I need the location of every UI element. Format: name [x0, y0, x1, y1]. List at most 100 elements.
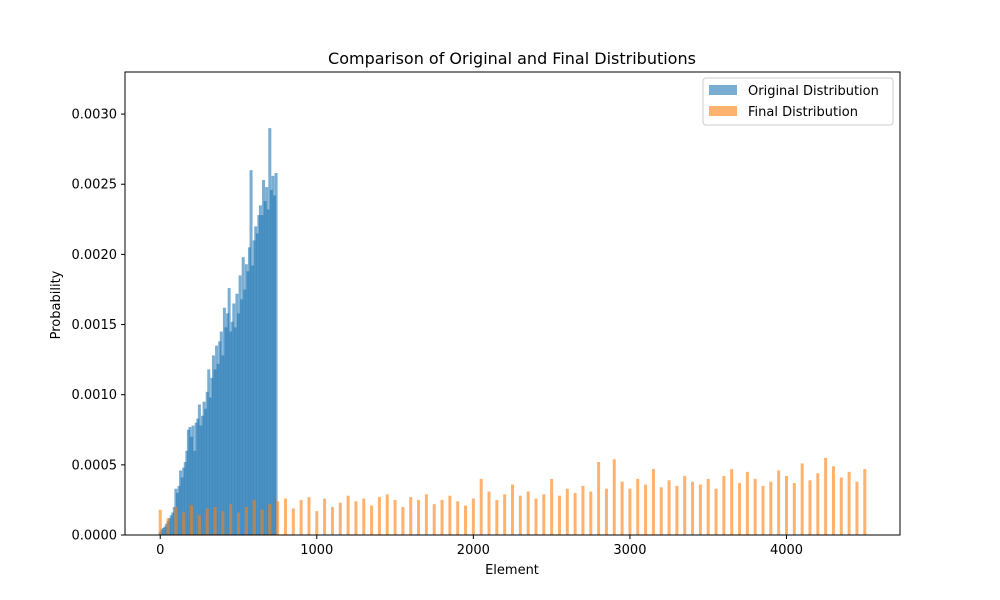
bar-final-0 — [158, 509, 162, 535]
bar-final-66 — [675, 485, 679, 535]
bar-final-29 — [385, 494, 389, 535]
bar-final-52 — [565, 488, 569, 535]
bar-original-32 — [208, 397, 212, 535]
bar-final-73 — [730, 469, 734, 535]
bar-final-48 — [534, 498, 538, 535]
bar-original-33 — [210, 377, 214, 535]
bar-final-49 — [542, 494, 546, 535]
bar-original-23 — [194, 422, 198, 535]
bar-original-65 — [260, 215, 264, 536]
bar-final-31 — [401, 506, 405, 535]
bar-final-70 — [706, 478, 710, 535]
x-tick-label-4: 4000 — [770, 543, 803, 558]
bar-final-53 — [573, 492, 577, 535]
bar-final-11 — [244, 506, 248, 535]
bar-final-87 — [839, 477, 843, 535]
bar-final-42 — [487, 491, 491, 535]
bar-final-72 — [722, 476, 726, 535]
bar-original-73 — [273, 195, 277, 535]
bar-final-64 — [659, 487, 663, 535]
bar-original-36 — [215, 345, 219, 535]
bar-final-4 — [190, 505, 194, 535]
bar-original-68 — [265, 187, 269, 536]
bar-final-27 — [370, 505, 374, 535]
y-axis-label: Probability — [49, 270, 64, 339]
y-tick-label-3: 0.0015 — [72, 318, 118, 333]
bar-final-75 — [745, 471, 749, 535]
bar-final-8 — [221, 511, 225, 535]
bar-final-40 — [471, 498, 475, 535]
bar-original-55 — [244, 264, 248, 535]
bar-final-9 — [229, 504, 233, 535]
bar-final-26 — [362, 498, 366, 535]
bar-original-48 — [233, 327, 237, 535]
bar-original-60 — [252, 240, 256, 536]
bar-original-26 — [199, 425, 203, 535]
bar-final-47 — [526, 491, 530, 535]
bar-final-86 — [831, 466, 835, 535]
bar-final-22 — [330, 506, 334, 535]
bar-original-71 — [269, 189, 273, 535]
legend-label-original: Original Distribution — [748, 84, 879, 99]
bar-final-82 — [800, 463, 804, 535]
bar-final-80 — [784, 476, 788, 535]
bar-original-2 — [161, 527, 165, 535]
bar-final-45 — [511, 484, 514, 535]
bar-original-42 — [224, 327, 228, 535]
bar-final-79 — [777, 470, 781, 535]
bar-final-90 — [863, 469, 867, 535]
bar-final-67 — [683, 476, 687, 535]
bar-final-58 — [612, 459, 616, 535]
bar-original-54 — [243, 289, 247, 535]
bar-final-18 — [299, 499, 303, 535]
bar-final-84 — [816, 473, 820, 535]
bar-final-41 — [479, 478, 483, 535]
bar-original-66 — [262, 180, 266, 535]
bar-original-53 — [241, 257, 245, 535]
bar-original-28 — [202, 401, 206, 535]
bar-final-32 — [409, 497, 413, 535]
bar-original-69 — [266, 209, 270, 535]
legend-swatch-final — [709, 106, 737, 116]
bar-final-15 — [276, 501, 280, 535]
bar-final-89 — [855, 481, 859, 535]
bar-final-24 — [346, 495, 350, 535]
y-tick-label-4: 0.0020 — [72, 248, 118, 263]
bar-original-56 — [246, 271, 250, 535]
bar-original-58 — [249, 170, 253, 535]
bar-final-57 — [604, 488, 608, 535]
bar-original-72 — [271, 175, 275, 535]
bar-original-11 — [175, 492, 179, 535]
bar-final-23 — [338, 502, 342, 535]
bar-original-8 — [171, 512, 175, 535]
bar-original-41 — [222, 307, 226, 535]
bar-original-61 — [254, 226, 258, 535]
bar-original-63 — [257, 215, 261, 536]
bar-final-13 — [260, 509, 264, 535]
bar-final-74 — [738, 483, 742, 535]
bar-original-12 — [177, 485, 181, 535]
bar-final-76 — [753, 478, 757, 535]
bar-final-83 — [808, 480, 812, 535]
bar-original-34 — [211, 355, 215, 535]
bar-final-46 — [518, 495, 522, 535]
bar-original-4 — [164, 523, 168, 535]
bar-final-71 — [714, 488, 718, 535]
bar-final-38 — [456, 501, 460, 535]
bar-original-40 — [221, 355, 225, 535]
bar-original-22 — [193, 450, 197, 535]
bar-original-21 — [191, 425, 195, 535]
bar-original-46 — [230, 321, 234, 535]
bar-final-56 — [597, 462, 601, 535]
bar-final-25 — [354, 501, 358, 535]
bar-final-50 — [550, 478, 554, 535]
bar-final-17 — [291, 508, 295, 535]
bar-final-54 — [581, 485, 585, 535]
bar-final-5 — [197, 515, 201, 535]
bar-final-60 — [628, 488, 632, 535]
bar-final-59 — [620, 481, 624, 535]
bar-final-2 — [174, 506, 178, 535]
bar-original-13 — [179, 470, 183, 535]
bar-original-14 — [180, 477, 184, 535]
x-tick-label-1: 1000 — [300, 543, 333, 558]
